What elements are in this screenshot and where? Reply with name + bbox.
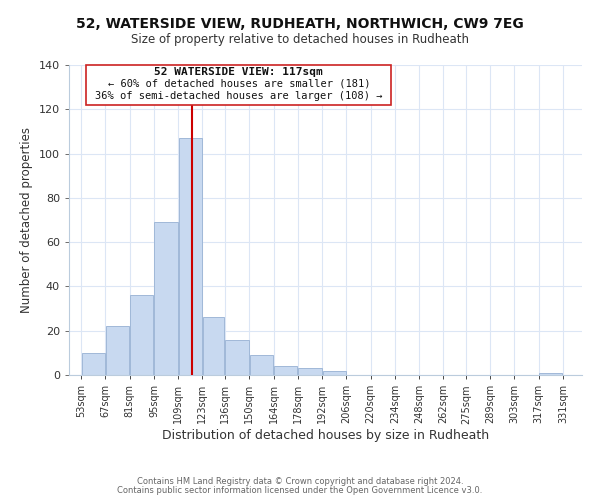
Bar: [179, 138, 202, 375]
Bar: [203, 318, 224, 375]
Bar: [130, 296, 154, 375]
Bar: [106, 326, 129, 375]
Bar: [274, 366, 297, 375]
Y-axis label: Number of detached properties: Number of detached properties: [20, 127, 33, 313]
Bar: [323, 370, 346, 375]
Bar: [226, 340, 249, 375]
Bar: [539, 373, 562, 375]
Text: 52, WATERSIDE VIEW, RUDHEATH, NORTHWICH, CW9 7EG: 52, WATERSIDE VIEW, RUDHEATH, NORTHWICH,…: [76, 18, 524, 32]
Text: ← 60% of detached houses are smaller (181): ← 60% of detached houses are smaller (18…: [107, 79, 370, 89]
FancyBboxPatch shape: [86, 65, 391, 105]
X-axis label: Distribution of detached houses by size in Rudheath: Distribution of detached houses by size …: [162, 429, 489, 442]
Bar: [82, 353, 105, 375]
Text: 52 WATERSIDE VIEW: 117sqm: 52 WATERSIDE VIEW: 117sqm: [154, 67, 323, 77]
Text: Contains public sector information licensed under the Open Government Licence v3: Contains public sector information licen…: [118, 486, 482, 495]
Text: 36% of semi-detached houses are larger (108) →: 36% of semi-detached houses are larger (…: [95, 90, 383, 101]
Text: Contains HM Land Registry data © Crown copyright and database right 2024.: Contains HM Land Registry data © Crown c…: [137, 477, 463, 486]
Bar: [250, 355, 273, 375]
Bar: [298, 368, 322, 375]
Text: Size of property relative to detached houses in Rudheath: Size of property relative to detached ho…: [131, 32, 469, 46]
Bar: [154, 222, 178, 375]
